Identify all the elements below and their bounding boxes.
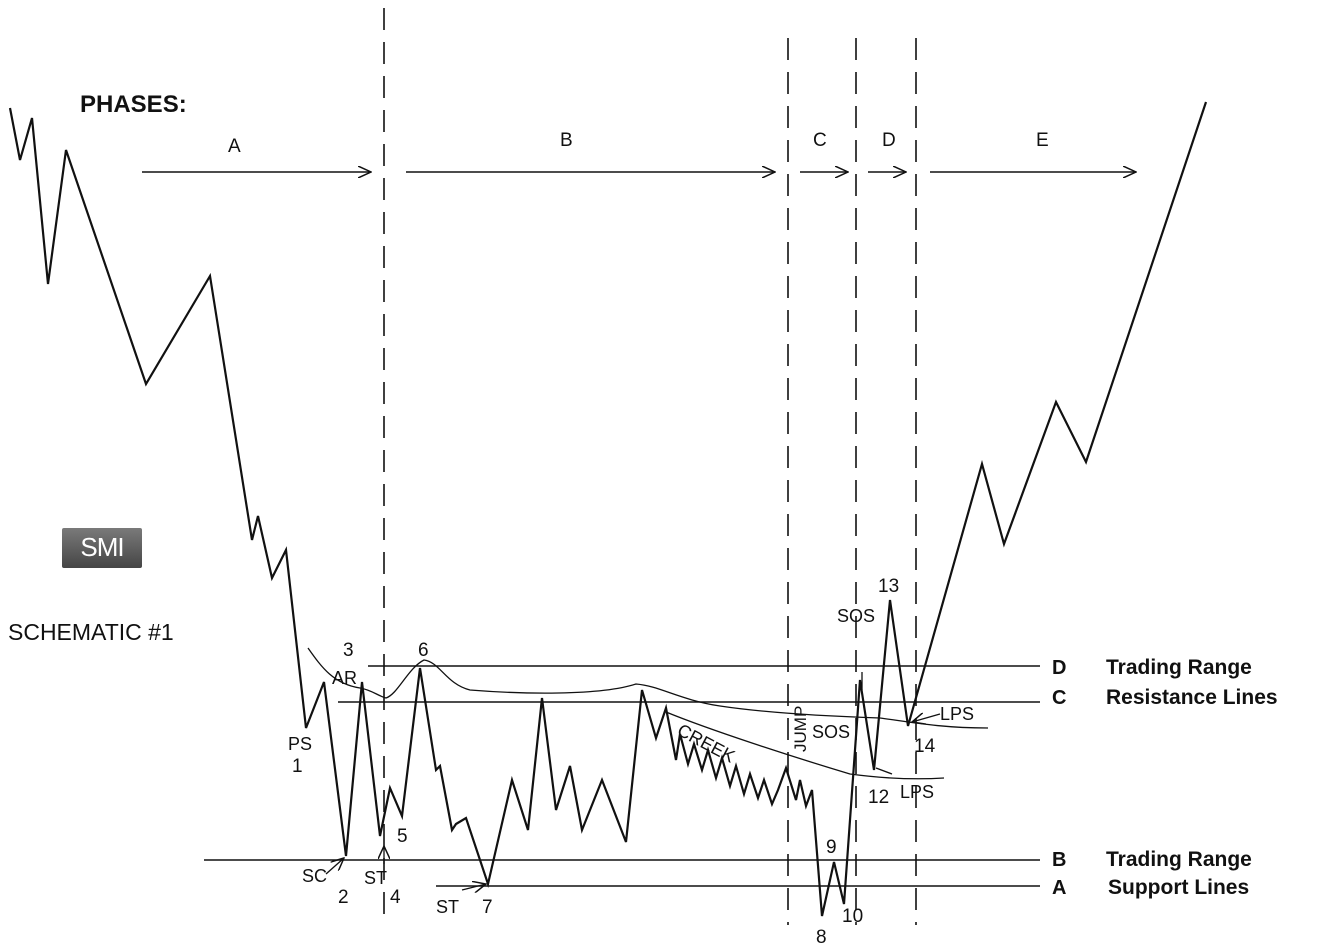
- point-5: 5: [397, 826, 408, 847]
- jump-label: JUMP: [791, 706, 810, 752]
- line-b-label: Trading Range: [1106, 848, 1252, 871]
- st1-label: ST: [364, 868, 387, 888]
- point-14: 14: [914, 736, 936, 757]
- phase-c-label: C: [813, 130, 827, 151]
- point-8: 8: [816, 927, 827, 947]
- phase-b-label: B: [560, 130, 573, 151]
- line-c-label: Resistance Lines: [1106, 686, 1278, 709]
- point-6: 6: [418, 640, 429, 661]
- resistance-curve: [307, 647, 989, 729]
- creek-curve: [665, 711, 945, 780]
- line-d-letter: D: [1052, 657, 1066, 679]
- point-12: 12: [868, 787, 889, 808]
- point-7: 7: [482, 897, 493, 918]
- lps1-arrow: [912, 714, 941, 722]
- point-13: 13: [878, 576, 899, 597]
- schematic-title: SCHEMATIC #1: [8, 619, 174, 645]
- phases-title: PHASES:: [80, 91, 187, 118]
- line-a-label: Support Lines: [1108, 876, 1249, 899]
- line-a-letter: A: [1052, 877, 1066, 899]
- price-path: [8, 101, 1208, 917]
- st2-arrow: [461, 884, 486, 890]
- phase-e-label: E: [1036, 130, 1049, 151]
- point-4: 4: [390, 887, 401, 908]
- st2-label: ST: [436, 897, 459, 917]
- ar-label: AR: [332, 668, 357, 688]
- point-3: 3: [343, 640, 354, 661]
- phase-d-label: D: [882, 130, 896, 151]
- point-2: 2: [338, 887, 349, 908]
- lps1-label: LPS: [940, 704, 974, 724]
- sc-label: SC: [302, 866, 327, 886]
- point-1: 1: [292, 756, 303, 777]
- sc-arrow: [325, 858, 344, 875]
- lps2-label: LPS: [900, 782, 934, 802]
- lps2-leader: [875, 767, 893, 775]
- smi-logo-text: SMI: [80, 532, 124, 562]
- sos1-label: SOS: [837, 606, 875, 626]
- smi-logo: SMI: [62, 528, 142, 568]
- line-c-letter: C: [1052, 687, 1066, 709]
- ps-label: PS: [288, 734, 312, 754]
- point-10: 10: [842, 906, 863, 927]
- point-9: 9: [826, 837, 837, 858]
- line-b-letter: B: [1052, 849, 1066, 871]
- phase-a-label: A: [228, 136, 241, 157]
- sos2-label: SOS: [812, 722, 850, 742]
- line-d-label: Trading Range: [1106, 656, 1252, 679]
